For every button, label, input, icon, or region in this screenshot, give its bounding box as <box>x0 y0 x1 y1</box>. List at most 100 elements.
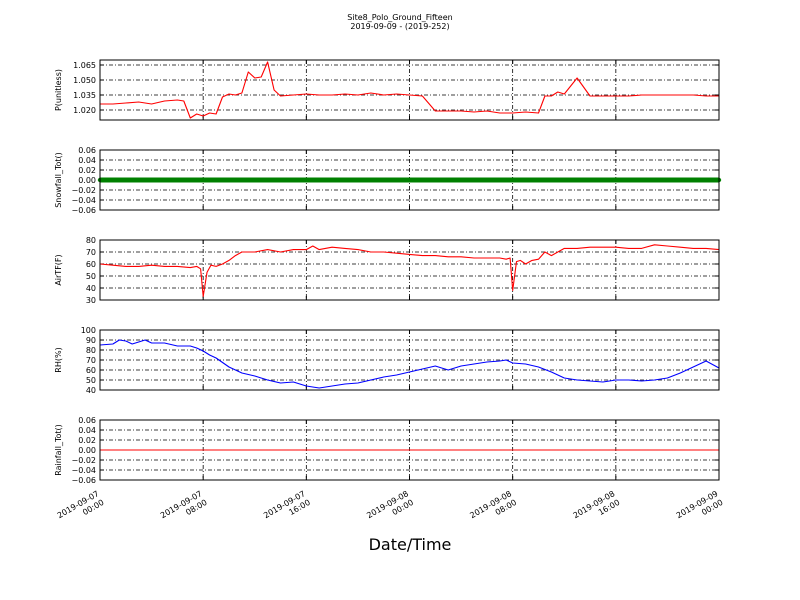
data-point <box>371 177 377 183</box>
data-point <box>668 177 673 183</box>
panel-3: 30 40 50 60 70 80 AirTF(F) <box>54 236 720 305</box>
data-point <box>607 177 612 183</box>
y-tick-label: −0.06 <box>71 476 96 485</box>
data-point <box>191 177 196 183</box>
figure-subtitle: 2019-09-09 - (2019-252) <box>350 22 449 31</box>
data-point <box>565 177 570 183</box>
data-point <box>242 177 248 183</box>
data-point <box>584 177 590 183</box>
data-point <box>378 177 383 183</box>
data-point <box>458 177 464 183</box>
y-tick-label: 1.065 <box>73 61 96 70</box>
data-point <box>645 177 651 183</box>
data-point <box>365 177 370 183</box>
data-point <box>523 177 528 183</box>
data-point <box>497 177 502 183</box>
data-point <box>475 177 480 183</box>
panel-1: 1.020 1.035 1.050 1.065 P(unitless) <box>54 59 720 121</box>
data-point <box>391 177 396 183</box>
data-point <box>246 177 251 183</box>
data-point <box>358 177 364 183</box>
data-point <box>665 177 670 183</box>
data-point <box>252 177 257 183</box>
data-point <box>384 177 390 183</box>
data-point <box>336 177 341 183</box>
y-tick-label: 30 <box>86 296 96 305</box>
data-point <box>471 177 477 183</box>
data-point <box>655 177 660 183</box>
data-point <box>381 177 386 183</box>
data-point <box>558 177 564 183</box>
data-point <box>213 177 219 183</box>
data-point <box>346 177 351 183</box>
data-point <box>626 177 631 183</box>
data-point <box>210 177 216 183</box>
data-point <box>603 177 609 183</box>
data-point <box>120 177 125 183</box>
y-axis-label: RH(%) <box>54 347 63 372</box>
data-point <box>355 177 361 183</box>
data-point <box>436 177 441 183</box>
data-point <box>413 177 419 183</box>
data-point <box>629 177 635 183</box>
y-tick-label: 1.020 <box>73 106 96 115</box>
data-point <box>304 177 309 183</box>
data-point <box>300 177 306 183</box>
data-point <box>574 177 580 183</box>
data-point <box>481 177 486 183</box>
data-point <box>152 177 158 183</box>
data-point <box>623 177 628 183</box>
data-point <box>200 177 206 183</box>
data-point <box>600 177 606 183</box>
data-point <box>233 177 238 183</box>
data-point <box>194 177 199 183</box>
y-tick-label: 100 <box>81 326 96 335</box>
data-point <box>681 177 686 183</box>
data-point <box>407 177 412 183</box>
data-point <box>684 177 689 183</box>
data-point <box>597 177 602 183</box>
data-point <box>349 177 354 183</box>
data-point <box>320 177 325 183</box>
y-tick-label: −0.04 <box>71 196 96 205</box>
data-point <box>394 177 399 183</box>
y-tick-label: 80 <box>86 236 96 245</box>
data-point <box>288 177 293 183</box>
data-point <box>326 177 332 183</box>
y-tick-label: 90 <box>86 336 96 345</box>
data-point <box>139 177 145 183</box>
data-point <box>562 177 567 183</box>
data-point <box>255 177 261 183</box>
data-point <box>126 177 132 183</box>
data-point <box>107 177 112 183</box>
data-point <box>536 177 541 183</box>
data-point <box>687 177 693 183</box>
data-point <box>294 177 299 183</box>
data-point <box>104 177 109 183</box>
y-tick-label: 40 <box>86 284 96 293</box>
data-point <box>130 177 135 183</box>
data-point <box>426 177 432 183</box>
y-tick-label: −0.02 <box>71 456 96 465</box>
y-tick-label: −0.06 <box>71 206 96 215</box>
panel-frame <box>99 239 720 301</box>
data-point <box>516 177 522 183</box>
data-point <box>339 177 344 183</box>
y-tick-label: 0.04 <box>78 426 96 435</box>
data-point <box>136 177 141 183</box>
data-point <box>529 177 535 183</box>
data-point <box>175 177 180 183</box>
y-tick-label: −0.04 <box>71 466 96 475</box>
data-point <box>649 177 654 183</box>
data-point <box>526 177 531 183</box>
data-point <box>445 177 451 183</box>
y-tick-label: 0.06 <box>78 146 96 155</box>
data-point <box>178 177 183 183</box>
data-point <box>142 177 148 183</box>
data-point <box>632 177 638 183</box>
